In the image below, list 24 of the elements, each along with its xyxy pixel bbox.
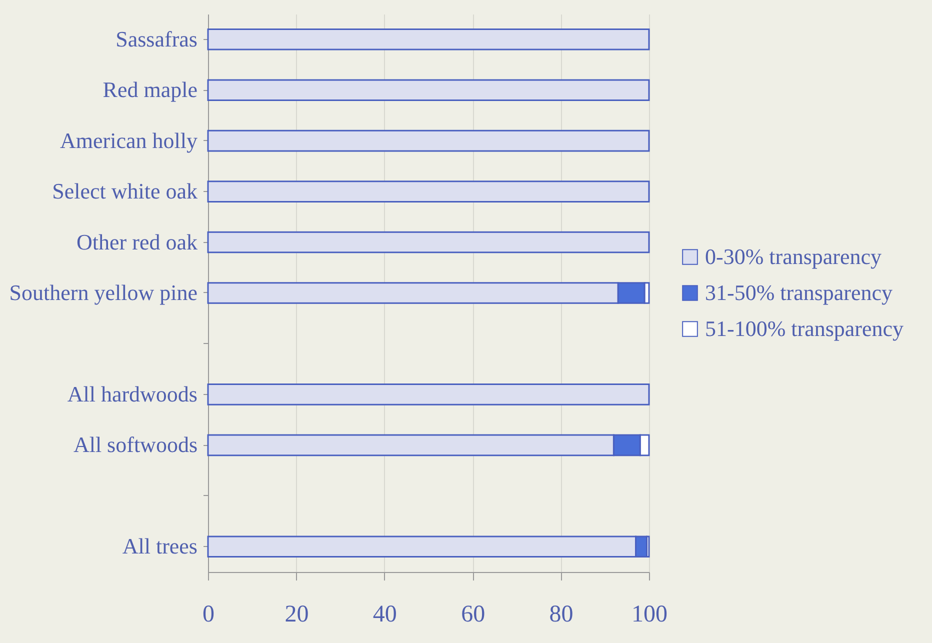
y-tick-label: Southern yellow pine: [9, 280, 198, 305]
bar: [207, 231, 650, 254]
y-tick-label: American holly: [60, 128, 198, 153]
y-tick-label: All softwoods: [73, 432, 198, 458]
legend-label: 0-30% transparency: [705, 244, 882, 269]
y-tick-label: All hardwoods: [67, 381, 198, 406]
legend-label: 31-50% transparency: [705, 280, 893, 305]
y-tick-label: Sassafras: [116, 26, 198, 52]
x-tick-label: 40: [372, 602, 397, 628]
bar: [207, 180, 650, 202]
y-tick-label: Other red oak: [76, 229, 198, 254]
legend-label: 51-100% transparency: [705, 316, 904, 341]
x-tick-label: 20: [284, 602, 309, 628]
x-tick-label: 80: [549, 602, 574, 628]
y-tick-label: Select white oak: [52, 178, 198, 204]
bar: [207, 384, 650, 406]
bar: [207, 79, 650, 101]
y-tick-label: Red maple: [102, 77, 198, 102]
x-tick-label: 100: [632, 602, 668, 628]
x-tick-label: 0: [202, 602, 214, 628]
x-tick-label: 60: [461, 602, 486, 628]
bar: [207, 28, 650, 50]
y-tick-label: All trees: [122, 534, 198, 559]
bar: [207, 130, 650, 152]
